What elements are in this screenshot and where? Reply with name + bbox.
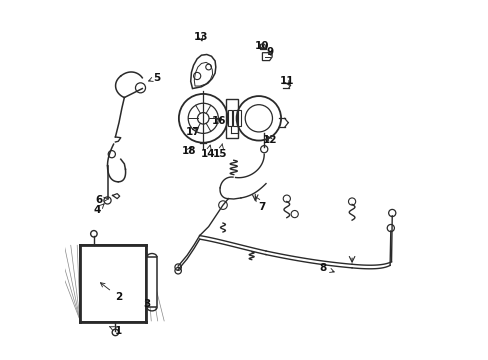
Text: 8: 8 — [319, 263, 333, 273]
Bar — [80, 244, 145, 321]
Text: 3: 3 — [143, 299, 150, 309]
Text: 13: 13 — [193, 32, 207, 42]
Text: 4: 4 — [94, 204, 104, 216]
Bar — [147, 257, 157, 307]
Text: 12: 12 — [263, 135, 277, 145]
Text: 14: 14 — [200, 145, 215, 159]
Bar — [228, 110, 231, 126]
Text: 15: 15 — [212, 144, 227, 159]
Text: 6: 6 — [96, 195, 108, 205]
Text: 18: 18 — [182, 145, 196, 156]
Text: 1: 1 — [109, 325, 122, 336]
Bar — [233, 110, 236, 126]
Text: 11: 11 — [279, 76, 293, 86]
Text: 10: 10 — [254, 41, 268, 50]
Text: 9: 9 — [265, 46, 273, 57]
Bar — [237, 110, 241, 126]
Text: 16: 16 — [211, 116, 225, 126]
Text: 2: 2 — [100, 283, 122, 302]
Text: 7: 7 — [255, 197, 265, 212]
Text: 17: 17 — [186, 127, 201, 136]
Text: 5: 5 — [148, 73, 160, 83]
